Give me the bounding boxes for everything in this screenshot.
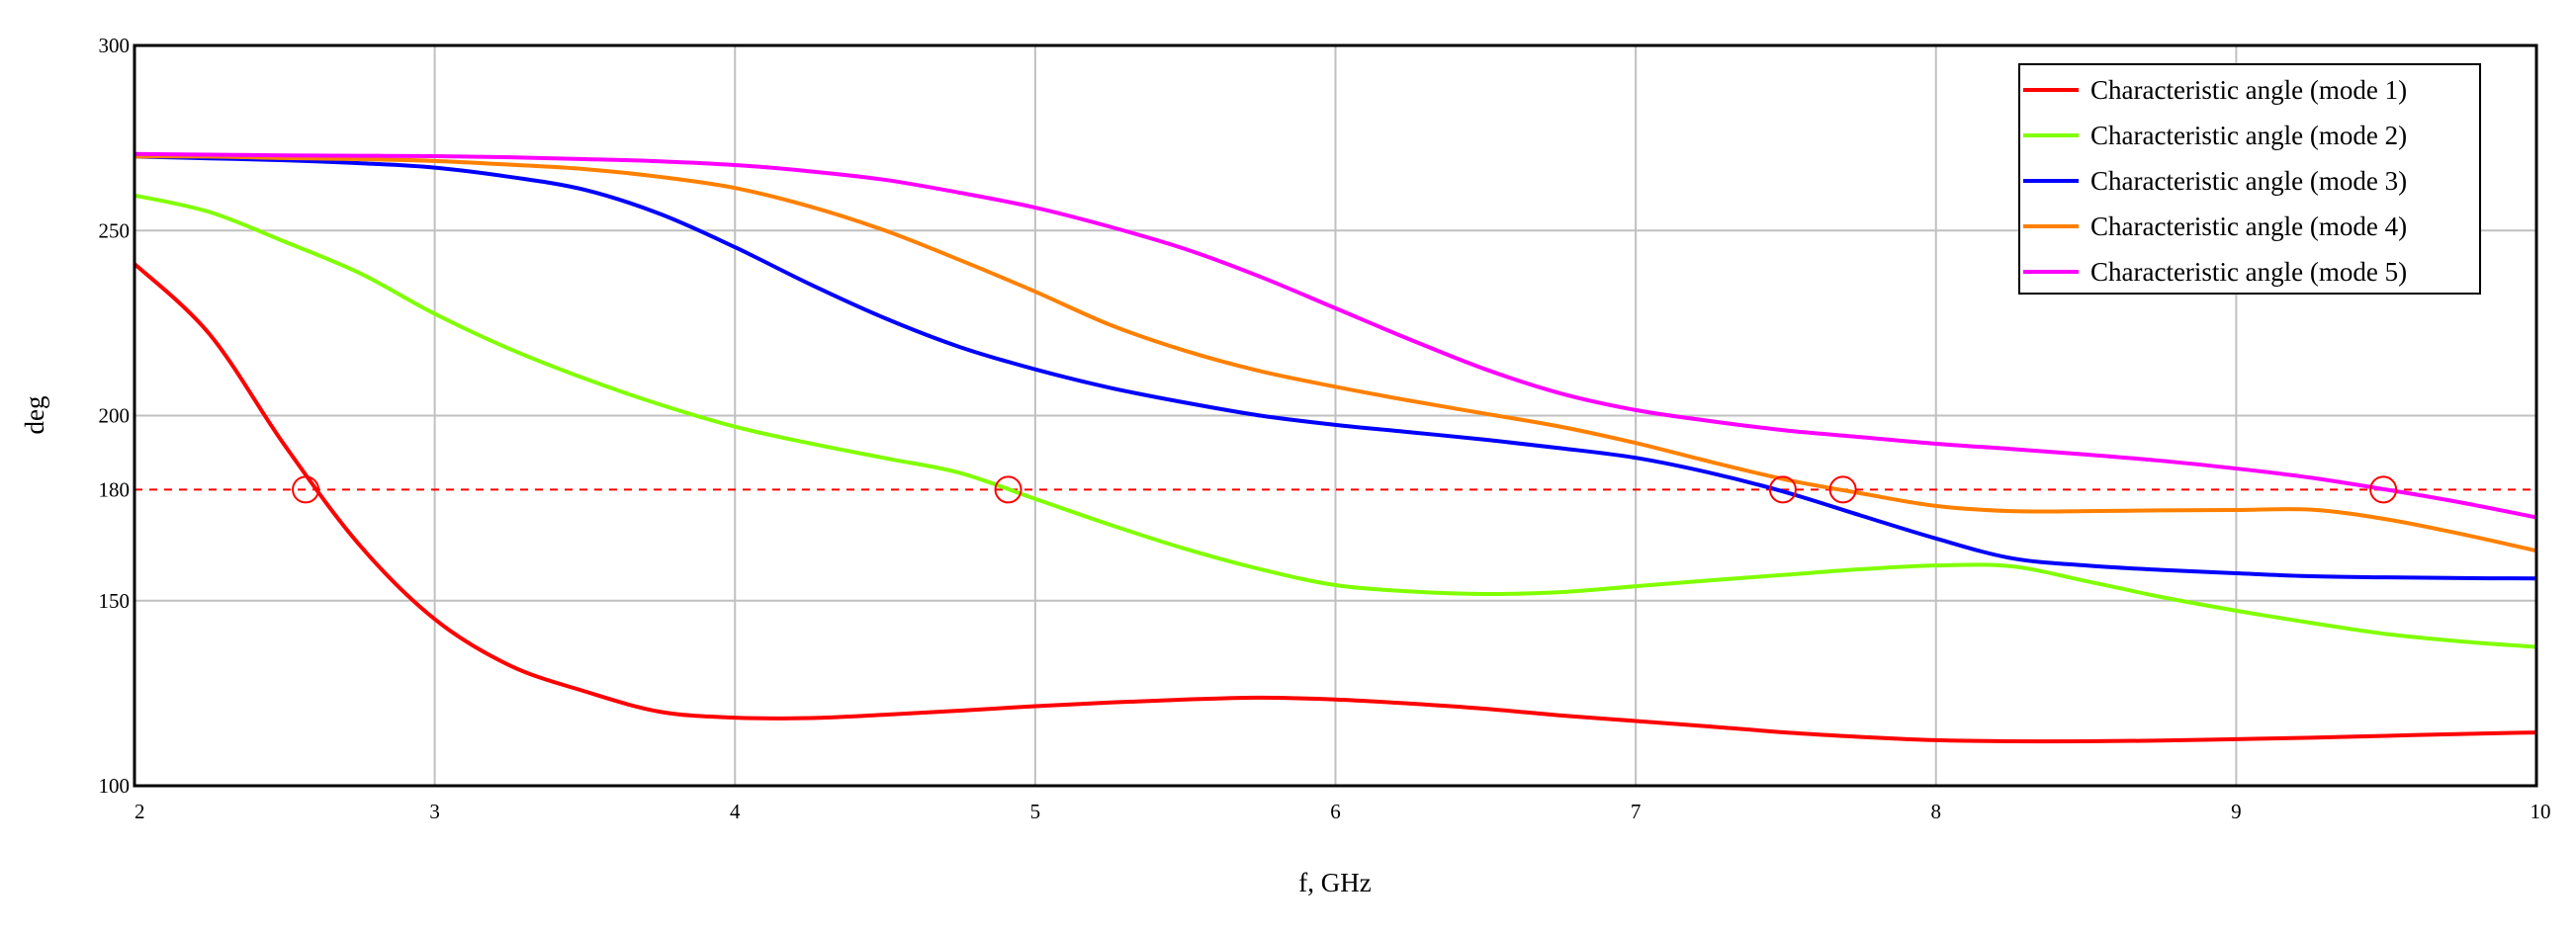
crossing-marker-circle	[2369, 475, 2398, 504]
crossing-marker-circle	[994, 475, 1022, 504]
y-axis-ticks: 100 150 180 200 250 300	[99, 34, 131, 798]
y-tick-label: 180	[99, 477, 131, 501]
x-tick-label: 9	[2231, 800, 2242, 823]
y-tick-label: 200	[99, 404, 131, 428]
x-tick-label: 3	[429, 800, 440, 823]
x-tick-label: 8	[1931, 800, 1942, 823]
crossing-marker-circle	[292, 475, 320, 504]
legend-box	[2018, 63, 2481, 295]
x-tick-label: 10	[2531, 800, 2551, 823]
x-tick-label: 6	[1330, 800, 1341, 823]
x-axis-title: f, GHz	[1298, 868, 1371, 897]
legend: Characteristic angle (mode 1) Characteris…	[2018, 63, 2481, 295]
crossing-markers	[292, 475, 2398, 504]
x-tick-label: 7	[1631, 800, 1642, 823]
x-tick-label: 5	[1030, 800, 1041, 823]
y-tick-label: 150	[99, 589, 131, 613]
series-lines	[133, 151, 2537, 744]
legend-label-mode-5: Characteristic angle (mode 5)	[2090, 257, 2407, 287]
y-tick-label: 250	[99, 218, 131, 242]
legend-label-mode-1: Characteristic angle (mode 1)	[2090, 75, 2407, 105]
legend-label-mode-4: Characteristic angle (mode 4)	[2090, 212, 2407, 241]
y-axis-title: deg	[20, 396, 49, 435]
x-tick-label: 2	[134, 800, 145, 823]
y-tick-label: 100	[99, 774, 131, 798]
x-tick-label: 4	[730, 800, 741, 823]
crossing-marker-circle	[1828, 475, 1857, 504]
legend-label-mode-3: Characteristic angle (mode 3)	[2090, 166, 2407, 196]
series-line-mode-3	[133, 154, 2537, 581]
plot-frame	[133, 43, 2538, 788]
crossing-marker-circle	[1768, 475, 1797, 504]
y-tick-label: 300	[99, 34, 131, 57]
series-line-mode-4	[133, 154, 2537, 553]
legend-label-mode-2: Characteristic angle (mode 2)	[2090, 121, 2407, 150]
series-line-mode-1	[133, 262, 2537, 744]
series-line-mode-2	[133, 193, 2537, 649]
series-line-mode-5	[133, 151, 2537, 520]
x-axis-ticks: 2 3 4 5 6 7 8 9 10	[134, 800, 2551, 823]
